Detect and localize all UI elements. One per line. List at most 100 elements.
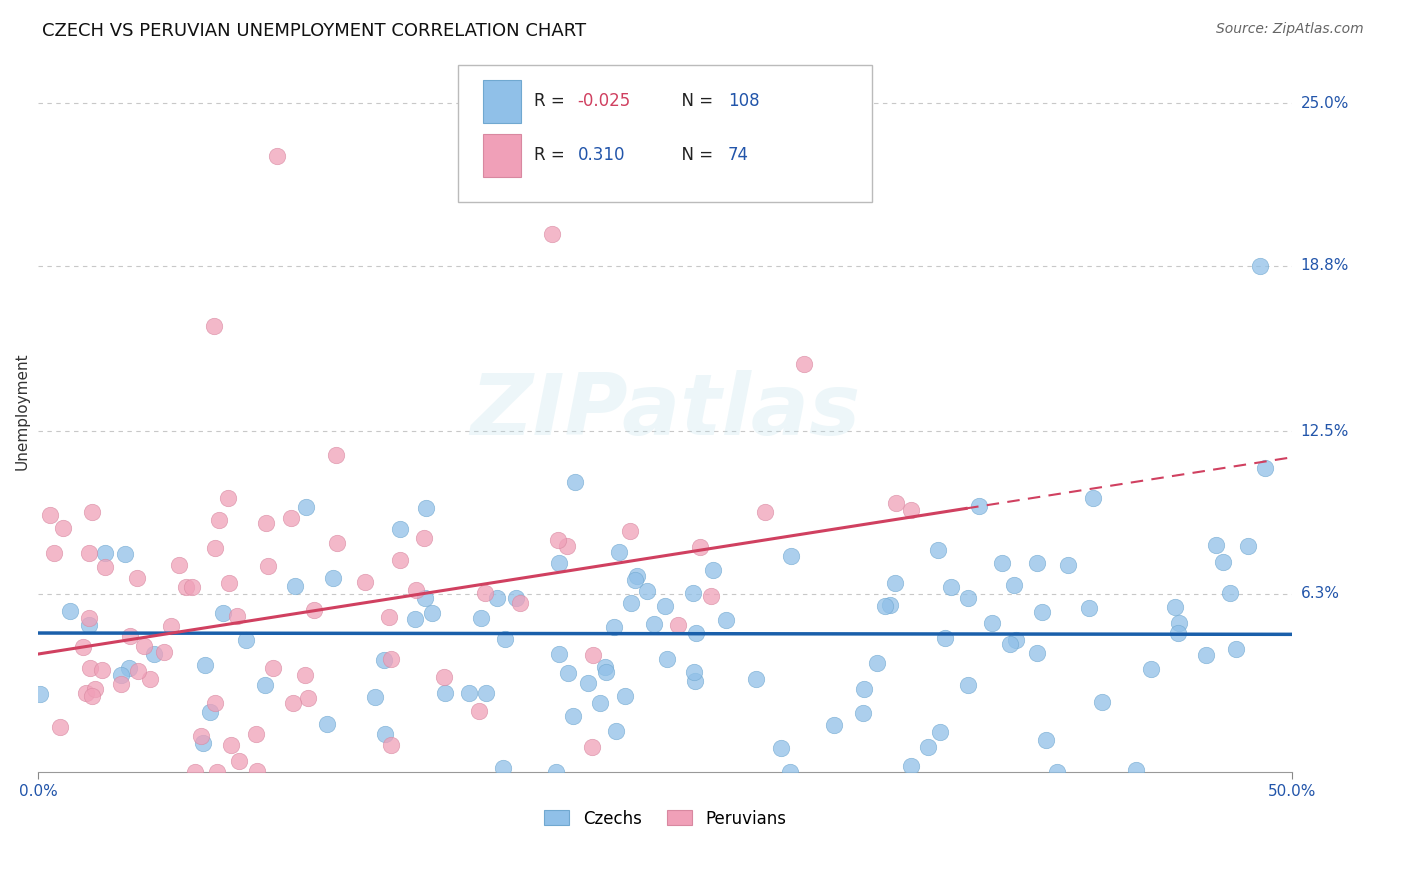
Point [72,640,94,654]
Point [1125,764,1147,778]
Text: 0.310: 0.310 [578,146,624,164]
Point [284,580,307,594]
Point [44,546,66,560]
Point [139,672,162,686]
Point [900,758,922,772]
Point [1046,765,1069,780]
Point [1031,605,1053,619]
Point [77,546,100,560]
Point [613,689,636,703]
Point [118,629,141,643]
Point [555,539,578,553]
Point [125,571,148,585]
Point [159,619,181,633]
Text: CZECH VS PERUVIAN UNEMPLOYMENT CORRELATION CHART: CZECH VS PERUVIAN UNEMPLOYMENT CORRELATI… [42,22,586,40]
Point [90,663,112,677]
Point [254,516,277,531]
Point [1139,662,1161,676]
Point [235,632,257,647]
Point [1212,555,1234,569]
Point [1225,641,1247,656]
Point [219,738,242,752]
Point [589,696,612,710]
Point [433,670,456,684]
Point [619,524,641,539]
Point [1091,695,1114,709]
Point [458,686,481,700]
Point [127,664,149,678]
Point [779,765,801,780]
Point [1057,558,1080,573]
Point [167,558,190,572]
Text: Source: ZipAtlas.com: Source: ZipAtlas.com [1216,22,1364,37]
Point [603,620,626,634]
Point [547,557,569,571]
Point [1195,648,1218,663]
Point [492,761,515,775]
Point [547,533,569,548]
Point [619,596,641,610]
Point [52,521,75,535]
Point [30,686,52,700]
Point [823,718,845,732]
Point [917,739,939,754]
Point [322,571,344,585]
Point [295,500,318,515]
Point [1164,599,1187,614]
Point [505,591,527,605]
Point [415,591,437,606]
Text: 74: 74 [728,146,749,164]
Point [547,647,569,661]
Text: N =: N = [672,92,718,111]
FancyBboxPatch shape [484,134,522,177]
Point [998,637,1021,651]
Point [297,691,319,706]
Point [873,599,896,613]
Point [1167,615,1189,630]
Point [226,609,249,624]
Point [198,705,221,719]
Point [354,575,377,590]
Point [266,148,288,162]
Point [217,491,239,506]
Point [373,653,395,667]
Point [546,765,568,780]
Point [79,661,101,675]
Point [564,475,586,489]
Point [1237,539,1260,553]
Point [208,513,231,527]
Text: -0.025: -0.025 [578,92,631,111]
Point [434,686,457,700]
Point [294,668,316,682]
Point [927,543,949,558]
Point [378,610,401,624]
Point [900,503,922,517]
Point [879,598,901,612]
Point [205,765,228,780]
Point [94,560,117,574]
Point [1025,557,1047,571]
Point [180,581,202,595]
Point [792,357,814,371]
Point [388,522,411,536]
Text: 6.3%: 6.3% [1301,586,1340,601]
Point [605,723,627,738]
Point [685,625,707,640]
Point [380,652,402,666]
Point [582,648,605,663]
Point [84,681,107,696]
Point [853,681,876,696]
Point [143,647,166,661]
Point [956,591,979,605]
Point [626,569,648,583]
Point [211,606,233,620]
Point [262,661,284,675]
Point [184,765,207,780]
Point [754,505,776,519]
Point [325,536,347,550]
Point [581,739,603,754]
Point [79,617,101,632]
Point [280,511,302,525]
Point [562,709,585,723]
Point [1005,632,1028,647]
